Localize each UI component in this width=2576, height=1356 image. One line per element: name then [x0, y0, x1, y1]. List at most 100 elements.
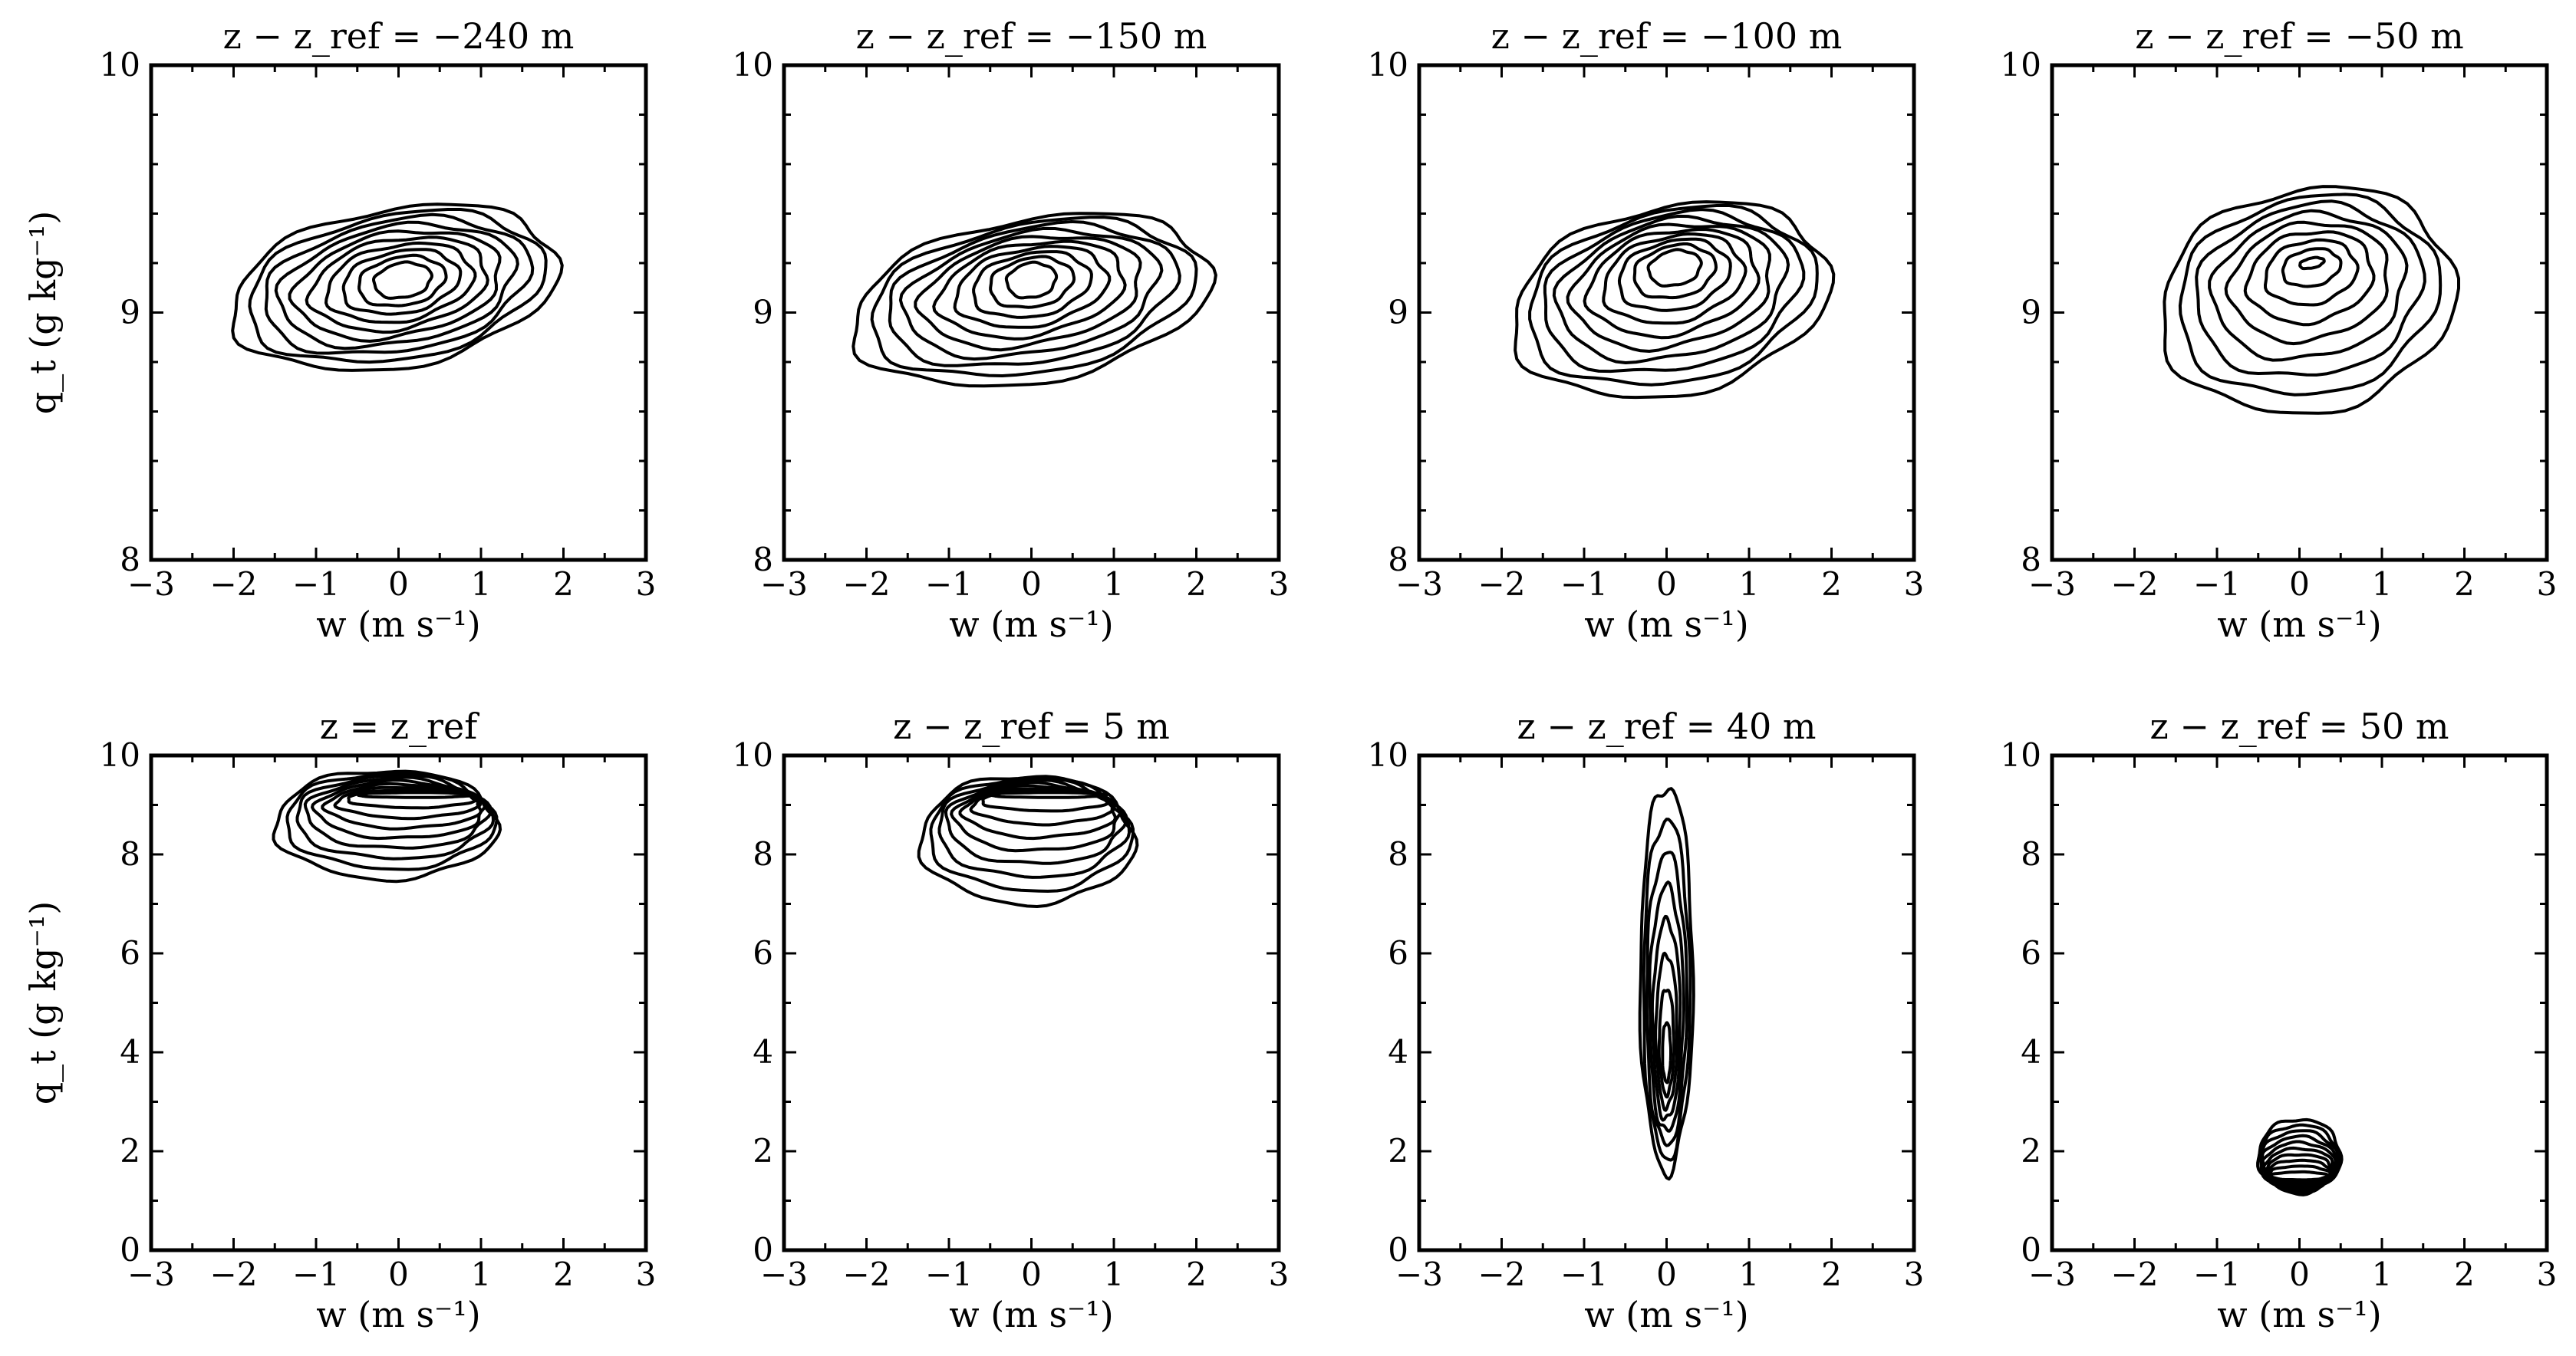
x-tick-label: −2	[2111, 565, 2159, 603]
y-tick-label: 0	[2021, 1231, 2041, 1269]
y-tick-label: 4	[1388, 1033, 1408, 1071]
contour-line	[888, 220, 1181, 367]
y-tick-label: 4	[120, 1033, 140, 1071]
contour-line	[1642, 818, 1692, 1162]
y-tick-label: 2	[120, 1132, 140, 1170]
contour-line	[1617, 237, 1732, 312]
contour-line	[929, 775, 1135, 893]
contour-line	[1646, 248, 1703, 288]
y-axis-label: q_t (g kg⁻¹)	[22, 901, 64, 1105]
x-axis-label: w (m s⁻¹)	[1584, 1294, 1748, 1335]
contour-line	[341, 248, 463, 316]
contour-line	[288, 229, 502, 343]
contour-line	[1514, 200, 1836, 400]
contour-line	[1661, 1021, 1672, 1084]
contour-line	[372, 260, 433, 300]
x-tick-label: 0	[2289, 1256, 2310, 1293]
y-tick-label: 4	[2021, 1033, 2041, 1071]
y-tick-label: 9	[753, 294, 773, 331]
contour-line	[2208, 209, 2409, 362]
contour-line	[1645, 851, 1689, 1147]
contour-line	[321, 782, 483, 831]
y-tick-label: 10	[2001, 46, 2041, 84]
contour-line	[333, 785, 483, 821]
contour-line	[2224, 220, 2389, 346]
x-tick-label: 0	[2289, 565, 2310, 603]
y-tick-label: 10	[2001, 736, 2041, 774]
contour-line	[2264, 238, 2360, 307]
y-tick-label: 10	[100, 736, 140, 774]
panel-title: z − z_ref = −50 m	[2135, 15, 2464, 57]
contour-line	[1632, 242, 1718, 300]
x-tick-label: 2	[2454, 565, 2475, 603]
x-tick-label: −3	[1395, 1256, 1443, 1293]
x-tick-label: 2	[1821, 1256, 1842, 1293]
x-tick-label: −3	[2028, 565, 2076, 603]
y-tick-label: 6	[1388, 934, 1408, 972]
panel-title: z = z_ref	[320, 706, 479, 747]
x-tick-label: −2	[2111, 1256, 2159, 1293]
panel-5: z = z_ref −3 −2 −1 0 1 2 3 0 2 4 6 8 10 w (m s⁻¹) q_t (…	[22, 706, 656, 1335]
x-axis-label: w (m s⁻¹)	[316, 1294, 480, 1335]
x-tick-label: 2	[553, 1256, 574, 1293]
panel-8: z − z_ref = 50 m −3 −2 −1 0 1 2 3 0 2 4 6 8 10 w (m s⁻…	[2001, 706, 2558, 1335]
y-tick-label: 10	[733, 736, 773, 774]
x-tick-label: −3	[127, 1256, 175, 1293]
panel-title: z − z_ref = 5 m	[893, 706, 1170, 747]
x-axis-label: w (m s⁻¹)	[2217, 604, 2381, 645]
contour-line	[2269, 1170, 2331, 1182]
contour-line	[937, 778, 1131, 879]
contour-line	[989, 255, 1076, 309]
y-tick-label: 6	[753, 934, 773, 972]
contour-line	[1004, 260, 1059, 300]
x-tick-label: 0	[1021, 1256, 1042, 1293]
y-axis-label: q_t (g kg⁻¹)	[22, 211, 64, 415]
x-tick-label: 3	[2537, 565, 2558, 603]
x-axis-label: w (m s⁻¹)	[949, 604, 1113, 645]
x-tick-label: 3	[636, 565, 657, 603]
x-tick-label: 3	[636, 1256, 657, 1293]
contour-line	[914, 235, 1142, 352]
x-tick-label: 3	[1904, 565, 1925, 603]
y-tick-label: 2	[2021, 1132, 2041, 1170]
x-tick-label: 3	[1904, 1256, 1925, 1293]
y-tick-label: 8	[753, 541, 773, 578]
y-tick-label: 8	[1388, 541, 1408, 578]
y-tick-label: 0	[753, 1231, 773, 1269]
y-tick-label: 10	[1368, 46, 1408, 84]
contour-line	[2178, 193, 2443, 397]
y-tick-label: 8	[2021, 541, 2041, 578]
plot-frame	[782, 753, 1281, 1252]
x-tick-label: −2	[843, 1256, 891, 1293]
x-tick-label: 2	[2454, 1256, 2475, 1293]
contour-line	[953, 245, 1112, 329]
y-tick-label: 10	[100, 46, 140, 84]
x-tick-label: −1	[292, 1256, 340, 1293]
contour-line	[852, 212, 1217, 388]
contour-line	[305, 235, 489, 334]
contour-line	[1528, 204, 1819, 387]
y-tick-label: 8	[2021, 835, 2041, 873]
contour-line	[1650, 914, 1682, 1122]
contour-line	[1552, 214, 1790, 364]
y-tick-label: 6	[2021, 934, 2041, 972]
x-tick-label: 0	[388, 565, 409, 603]
contour-line	[1583, 228, 1761, 340]
x-tick-label: 1	[471, 1256, 492, 1293]
x-tick-label: 3	[1269, 1256, 1290, 1293]
contour-line	[989, 791, 1108, 799]
contour-line	[1657, 989, 1676, 1099]
x-tick-label: 1	[1739, 1256, 1760, 1293]
x-tick-label: 0	[1656, 1256, 1677, 1293]
x-tick-label: 0	[1021, 565, 1042, 603]
x-tick-label: −3	[127, 565, 175, 603]
contour-line	[2298, 255, 2326, 271]
contour-line	[2243, 230, 2376, 327]
x-tick-label: 1	[1104, 1256, 1125, 1293]
panel-2: z − z_ref = −150 m −3 −2 −1 0 1 2 3 8 9 10 w (m s⁻¹…	[733, 15, 1290, 645]
contour-line	[2261, 1146, 2335, 1189]
y-tick-label: 0	[120, 1231, 140, 1269]
contour-line	[248, 208, 548, 364]
contour-line	[347, 788, 479, 810]
x-tick-label: 1	[1104, 565, 1125, 603]
